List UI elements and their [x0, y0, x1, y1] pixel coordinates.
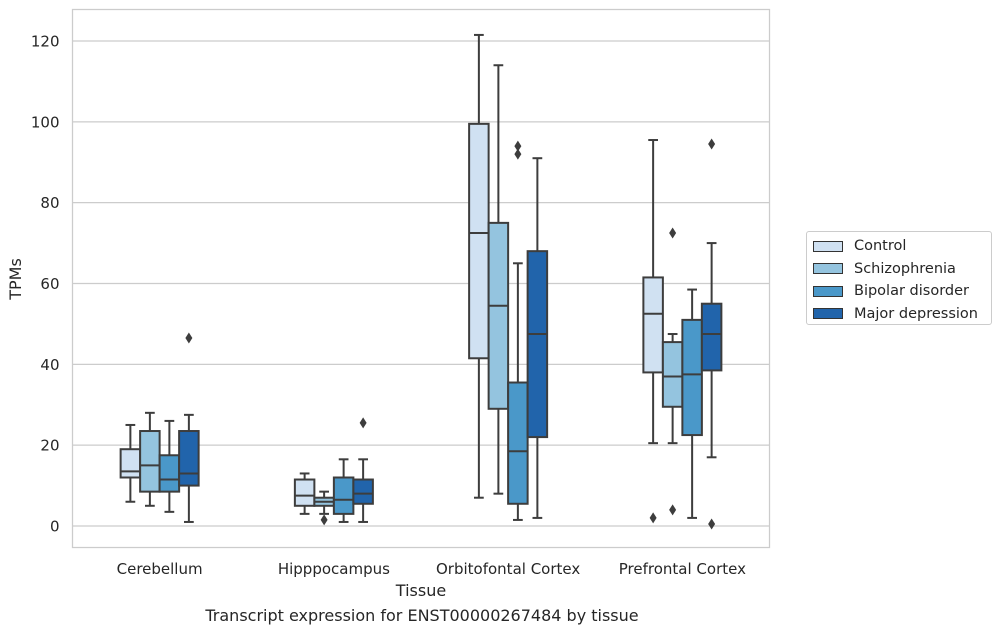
box — [661, 341, 684, 408]
box — [526, 250, 549, 439]
x-tick-label: Orbitofontal Cortex — [436, 560, 580, 578]
box — [468, 122, 490, 360]
figure-caption: Transcript expression for ENST0000026748… — [205, 606, 639, 625]
box-plots — [119, 33, 723, 530]
outlier-point — [359, 417, 367, 429]
outlier-point — [514, 140, 522, 152]
box — [507, 381, 529, 505]
box — [139, 430, 161, 493]
legend-swatch-schizophrenia — [813, 263, 843, 275]
legend-item-control: Control — [813, 235, 985, 258]
outlier-point — [708, 518, 716, 530]
legend-item-major-depression: Major depression — [813, 303, 985, 326]
outlier-point — [320, 514, 328, 526]
plot-frame — [71, 8, 771, 549]
legend-label-major-depression: Major depression — [854, 305, 978, 322]
box — [178, 430, 200, 487]
y-tick-label: 40 — [40, 356, 59, 374]
box — [487, 221, 510, 410]
legend: Control Schizophrenia Bipolar disorder M… — [806, 231, 992, 325]
y-tick-label: 20 — [40, 437, 59, 455]
outlier-point — [514, 148, 522, 160]
legend-swatch-bipolar-disorder — [813, 285, 843, 297]
box — [700, 302, 723, 372]
tick-labels: 0 20 40 60 80 100 120 Cerebellum Hipppocampus Orb… — [31, 32, 746, 578]
legend-swatch-major-depression — [813, 308, 843, 320]
gridlines — [72, 40, 770, 527]
outlier-point — [669, 227, 677, 239]
box — [681, 318, 703, 437]
x-tick-label: Hipppocampus — [278, 560, 390, 578]
outlier-point — [669, 504, 677, 516]
legend-item-schizophrenia: Schizophrenia — [813, 258, 985, 281]
outlier-point — [185, 332, 193, 344]
legend-swatch-control — [813, 240, 843, 252]
outlier-point — [649, 512, 657, 524]
legend-label-bipolar-disorder: Bipolar disorder — [854, 283, 969, 300]
x-axis-label: Tissue — [395, 581, 446, 600]
x-tick-label: Prefrontal Cortex — [619, 560, 746, 578]
x-tick-label: Cerebellum — [117, 560, 203, 578]
y-tick-label: 80 — [40, 194, 59, 212]
outlier-point — [708, 138, 716, 150]
box — [158, 454, 181, 493]
box — [119, 448, 142, 479]
legend-item-bipolar-disorder: Bipolar disorder — [813, 280, 985, 303]
legend-label-schizophrenia: Schizophrenia — [854, 260, 956, 277]
y-tick-label: 0 — [50, 518, 60, 536]
box — [642, 276, 664, 374]
y-tick-label: 100 — [31, 113, 60, 131]
y-axis-label: TPMs — [6, 258, 25, 301]
y-tick-label: 120 — [31, 32, 60, 50]
y-tick-label: 60 — [40, 275, 59, 293]
legend-label-control: Control — [854, 238, 907, 255]
box — [352, 478, 374, 505]
box — [293, 478, 316, 507]
box — [332, 476, 355, 515]
